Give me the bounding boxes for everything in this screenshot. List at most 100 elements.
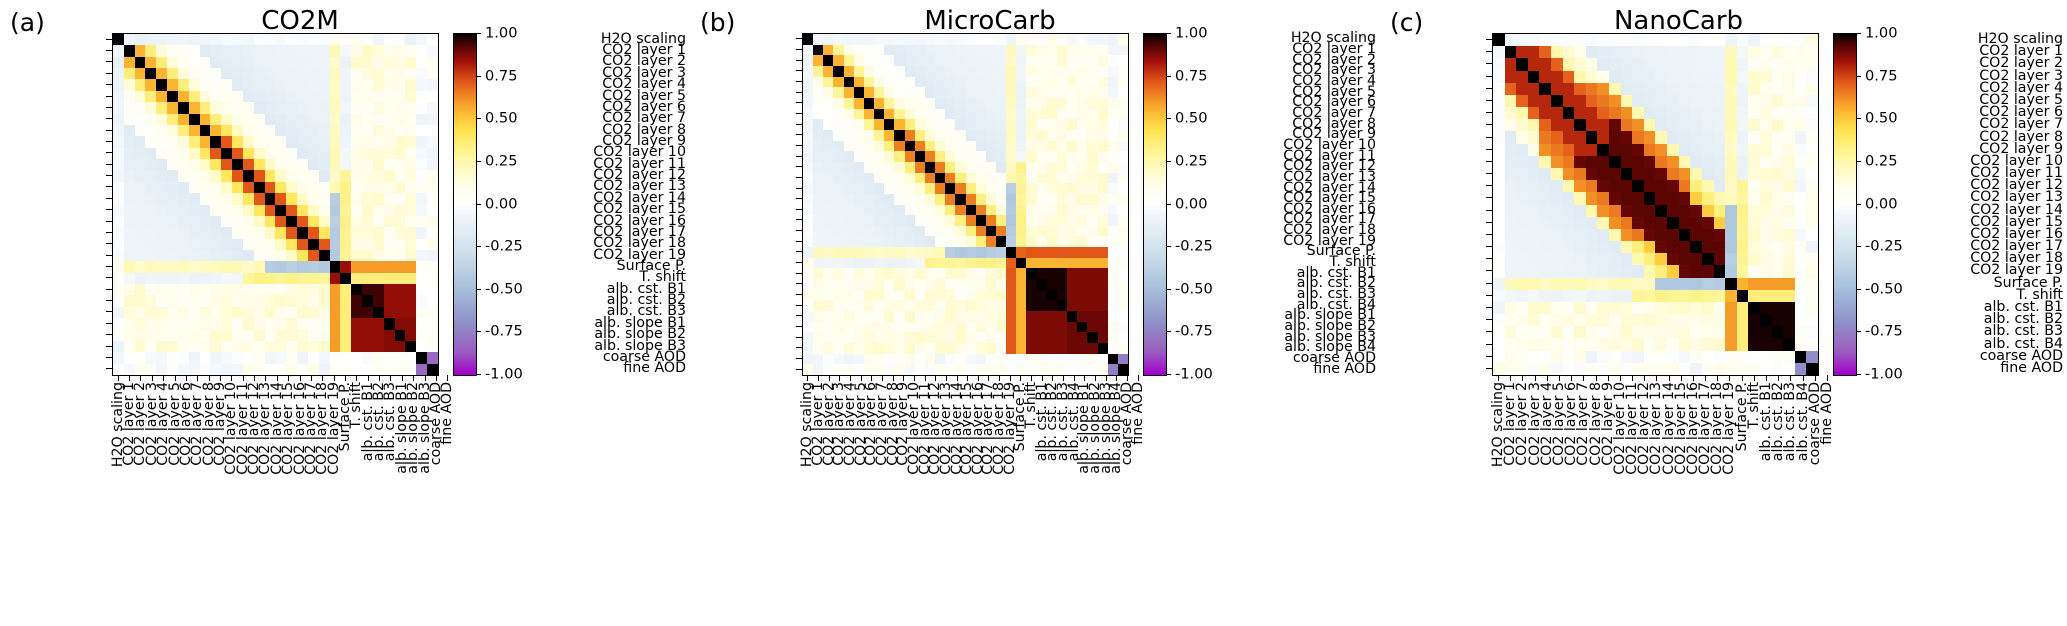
heatmap-cell (253, 249, 265, 262)
heatmap-cell (945, 193, 956, 205)
heatmap-cell (904, 343, 915, 354)
colorbar-tick (476, 331, 481, 333)
heatmap-cell (1026, 55, 1037, 66)
heatmap-cell (1117, 311, 1128, 322)
heatmap-cell (874, 311, 885, 322)
heatmap-cell (275, 181, 287, 194)
heatmap-cell (924, 129, 936, 141)
heatmap-cell (1806, 228, 1818, 242)
heatmap-cell (813, 193, 824, 205)
heatmap-cell (329, 147, 341, 160)
heatmap-cell (188, 295, 200, 307)
heatmap-cell (1006, 247, 1017, 258)
heatmap-co2m[interactable] (112, 33, 439, 376)
heatmap-cell (1794, 192, 1807, 205)
heatmap-cell (134, 181, 146, 194)
heatmap-cell (123, 56, 135, 69)
heatmap-cell (416, 68, 428, 80)
heatmap-cell (1026, 268, 1037, 280)
heatmap-cell (975, 204, 986, 216)
heatmap-cell (1783, 362, 1795, 375)
x-axis-tick (299, 375, 301, 381)
heatmap-cell (1107, 161, 1118, 173)
heatmap-cell (1046, 55, 1057, 66)
heatmap-cell (1759, 241, 1772, 254)
heatmap-cell (405, 34, 417, 46)
heatmap-cell (329, 90, 341, 103)
heatmap-cell (1794, 46, 1807, 59)
y-axis-tick (796, 208, 802, 210)
heatmap-cell (1701, 338, 1714, 351)
heatmap-cell (904, 300, 915, 312)
heatmap-cell (965, 279, 976, 290)
heatmap-cell (253, 113, 265, 125)
y-axis-tick-label: CO2 layer 5 (1292, 83, 1376, 100)
heatmap-cell (803, 76, 814, 88)
y-axis-tick (1486, 173, 1492, 175)
heatmap-cell (884, 268, 895, 280)
heatmap-cell (340, 352, 352, 364)
heatmap-microcarb[interactable] (802, 33, 1129, 376)
heatmap-cell (199, 79, 211, 91)
heatmap-cell (863, 300, 875, 312)
heatmap-cell (1036, 140, 1047, 152)
heatmap-cell (975, 353, 986, 365)
heatmap-cell (221, 363, 233, 375)
heatmap-cell (884, 65, 895, 77)
heatmap-cell (1678, 228, 1691, 242)
heatmap-cell (177, 340, 189, 353)
heatmap-cell (1551, 265, 1563, 278)
heatmap-cell (935, 247, 946, 258)
heatmap-cell (286, 340, 298, 353)
heatmap-cell (1748, 204, 1760, 217)
heatmap-cell (329, 272, 341, 285)
x-axis-tick (322, 375, 324, 381)
heatmap-cell (1759, 131, 1772, 144)
heatmap-cell (975, 225, 986, 237)
heatmap-cell (1097, 311, 1108, 322)
heatmap-cell (1107, 183, 1118, 194)
heatmap-cell (242, 318, 254, 330)
heatmap-cell (1016, 44, 1027, 56)
heatmap-cell (803, 151, 814, 162)
x-axis-tick (1546, 375, 1548, 381)
y-axis-tick (106, 38, 112, 40)
heatmap-cell (1690, 82, 1702, 95)
y-axis-tick-label: CO2 layer 16 (593, 212, 686, 229)
heatmap-cell (156, 227, 168, 239)
heatmap-cell (123, 318, 135, 330)
x-axis-tick (871, 375, 873, 381)
heatmap-cell (975, 300, 986, 312)
heatmap-cell (1551, 94, 1563, 108)
heatmap-cell (1504, 350, 1517, 363)
heatmap-cell (1620, 216, 1633, 229)
heatmap-cell (221, 113, 233, 125)
x-axis-tick (356, 375, 358, 381)
heatmap-cell (1006, 289, 1017, 301)
heatmap-cell (351, 68, 363, 80)
heatmap-cell (1667, 131, 1679, 144)
x-axis-tick (999, 375, 1001, 381)
heatmap-cell (134, 68, 146, 80)
heatmap-cell (1574, 46, 1586, 59)
heatmap-cell (1562, 58, 1575, 71)
heatmap-cell (188, 238, 200, 250)
heatmap-cell (1087, 364, 1098, 375)
heatmap-cell (210, 238, 222, 250)
heatmap-cell (1551, 277, 1563, 290)
heatmap-cell (1067, 204, 1078, 216)
heatmap-cell (286, 295, 298, 307)
heatmap-cell (1771, 58, 1784, 71)
heatmap-nanocarb[interactable] (1492, 33, 1819, 376)
heatmap-cell (1806, 241, 1818, 254)
heatmap-cell (232, 170, 243, 182)
heatmap-cell (145, 329, 157, 341)
heatmap-cell (383, 102, 395, 114)
y-axis-tick-label: CO2 layer 9 (1292, 126, 1376, 143)
heatmap-cell (1783, 94, 1795, 108)
y-axis-tick-label: alb. cst. B3 (606, 303, 686, 320)
heatmap-cell (1632, 131, 1644, 144)
heatmap-cell (275, 90, 287, 103)
heatmap-cell (1493, 119, 1505, 132)
heatmap-cell (253, 272, 265, 285)
